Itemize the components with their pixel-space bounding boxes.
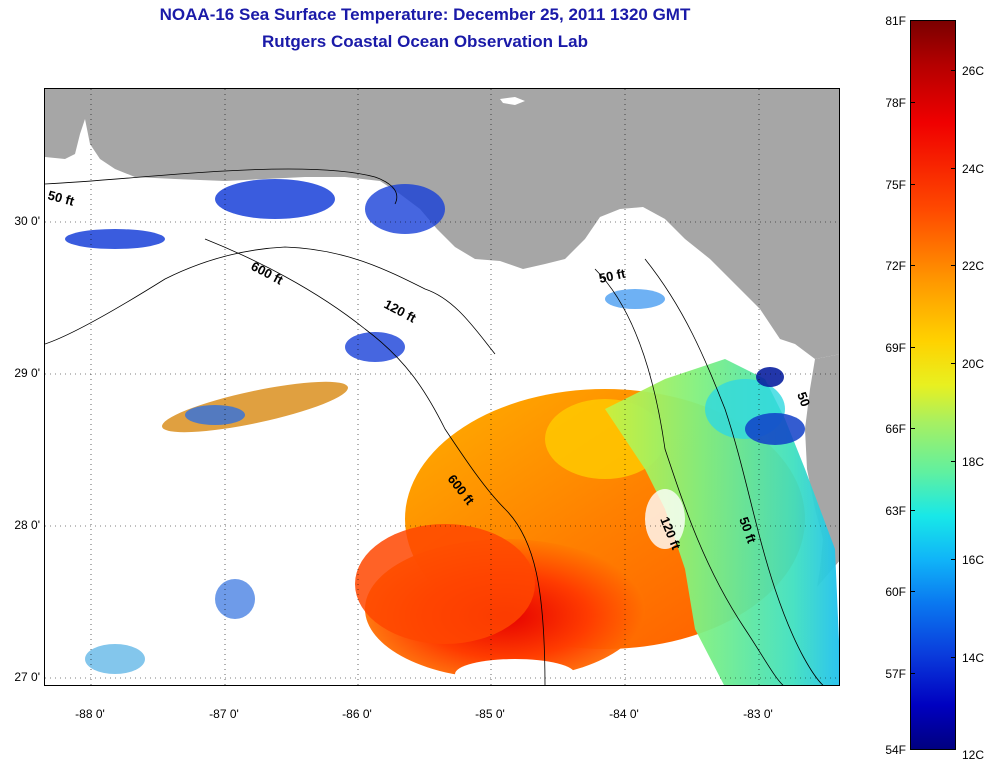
colorbar-fahrenheit-label: 66F	[885, 422, 906, 436]
colorbar-tick	[951, 168, 956, 169]
temperature-colorbar	[910, 20, 956, 750]
sst-patch-hot-west	[355, 524, 535, 644]
colorbar-fahrenheit-label: 81F	[885, 14, 906, 28]
colorbar-tick	[951, 749, 956, 750]
sst-map: 50 ft 600 ft 120 ft 50 ft 600 ft 120 ft …	[44, 88, 840, 686]
colorbar-celsius-label: 16C	[962, 553, 985, 567]
land-florida-peninsula	[805, 354, 839, 587]
sst-patch-blue-6	[756, 367, 784, 387]
isobath-50ft-east	[644, 258, 824, 685]
isobath-lines	[45, 168, 824, 685]
isobath-label: 50	[794, 390, 813, 409]
colorbar-celsius-label: 18C	[962, 455, 985, 469]
isobath-label: 50 ft	[46, 187, 76, 209]
lon-label: -87 0'	[209, 707, 239, 721]
map-title: NOAA-16 Sea Surface Temperature: Decembe…	[159, 5, 691, 24]
colorbar-tick	[910, 102, 915, 103]
colorbar-celsius-label: 12C	[962, 748, 985, 762]
isobath-label: 600 ft	[249, 258, 287, 288]
colorbar-tick	[910, 347, 915, 348]
colorbar-tick	[951, 363, 956, 364]
isobath-label: 120 ft	[382, 296, 420, 326]
isobath-600ft	[204, 238, 546, 685]
sst-patch-blue-9	[85, 644, 145, 674]
isobath-120ft-west	[45, 246, 496, 355]
colorbar-tick	[951, 265, 956, 266]
colorbar-celsius-label: 26C	[962, 64, 985, 78]
land-north	[45, 89, 839, 359]
sst-patch-blue-7	[605, 289, 665, 309]
lat-label: 29 0'	[14, 366, 40, 380]
sst-patch-gulf-west-edge	[185, 405, 245, 425]
isobath-label: 50 ft	[598, 266, 628, 286]
lon-label: -88 0'	[75, 707, 105, 721]
colorbar-celsius-label: 22C	[962, 259, 985, 273]
sst-patch-blue-3	[365, 184, 445, 234]
lon-label: -84 0'	[609, 707, 639, 721]
colorbar-tick	[910, 20, 915, 21]
sst-patch-blue-1	[215, 179, 335, 219]
colorbar-fahrenheit-label: 78F	[885, 96, 906, 110]
sst-patch-blue-4	[345, 332, 405, 362]
colorbar-tick	[951, 70, 956, 71]
land-bay-islands	[500, 97, 525, 105]
sst-patch-blue-5	[745, 413, 805, 445]
lat-label: 30 0'	[14, 214, 40, 228]
lat-label: 28 0'	[14, 518, 40, 532]
colorbar-tick	[910, 673, 915, 674]
colorbar-tick	[910, 428, 915, 429]
colorbar-tick	[951, 657, 956, 658]
colorbar-tick	[910, 749, 915, 750]
colorbar-fahrenheit-label: 75F	[885, 178, 906, 192]
sst-patch-blue-2	[65, 229, 165, 249]
lon-label: -83 0'	[743, 707, 773, 721]
lon-label: -86 0'	[342, 707, 372, 721]
colorbar-tick	[951, 559, 956, 560]
colorbar-celsius-label: 20C	[962, 357, 985, 371]
sst-patch-gulf-west	[162, 381, 348, 433]
colorbar-tick	[951, 461, 956, 462]
colorbar-fahrenheit-label: 72F	[885, 259, 906, 273]
colorbar-tick	[910, 184, 915, 185]
colorbar-fahrenheit-label: 63F	[885, 504, 906, 518]
isobath-50ft	[45, 168, 398, 205]
colorbar-tick	[910, 265, 915, 266]
colorbar-fahrenheit-label: 54F	[885, 743, 906, 757]
map-subtitle: Rutgers Coastal Ocean Observation Lab	[262, 32, 588, 51]
colorbar-fahrenheit-label: 57F	[885, 667, 906, 681]
colorbar-fahrenheit-label: 69F	[885, 341, 906, 355]
lon-label: -85 0'	[475, 707, 505, 721]
sst-patch-blue-8	[215, 579, 255, 619]
sst-map-canvas: 50 ft 600 ft 120 ft 50 ft 600 ft 120 ft …	[45, 89, 839, 685]
sst-patch-cloud-gap	[645, 489, 685, 549]
colorbar-tick	[910, 591, 915, 592]
colorbar-celsius-label: 14C	[962, 651, 985, 665]
lat-label: 27 0'	[14, 670, 40, 684]
colorbar-tick	[910, 510, 915, 511]
colorbar-celsius-label: 24C	[962, 162, 985, 176]
colorbar-fahrenheit-label: 60F	[885, 585, 906, 599]
isobath-120ft-east	[594, 268, 784, 685]
